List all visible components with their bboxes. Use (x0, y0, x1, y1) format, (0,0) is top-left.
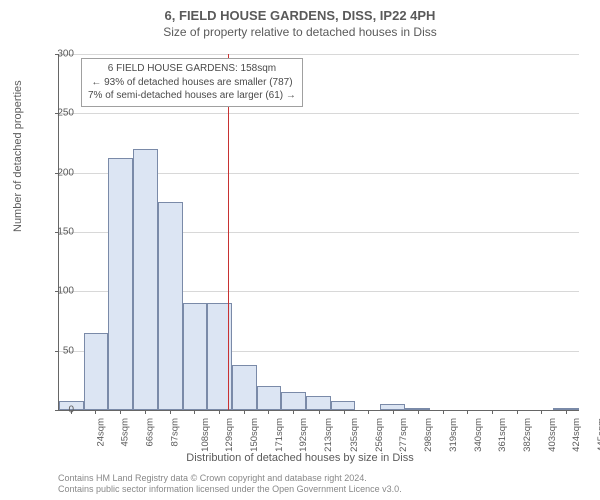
histogram-bar (133, 149, 158, 410)
xtick-mark (541, 410, 542, 414)
xtick-mark (194, 410, 195, 414)
annotation-line1: 6 FIELD HOUSE GARDENS: 158sqm (88, 62, 296, 76)
xtick-mark (120, 410, 121, 414)
histogram-bar (331, 401, 356, 410)
xtick-mark (268, 410, 269, 414)
histogram-bar (158, 202, 183, 410)
plot-area: 6 FIELD HOUSE GARDENS: 158sqm ← 93% of d… (58, 54, 579, 411)
xtick-mark (517, 410, 518, 414)
reference-line (228, 54, 229, 410)
xtick-label: 319sqm (448, 418, 459, 452)
xtick-mark (368, 410, 369, 414)
xtick-mark (219, 410, 220, 414)
xtick-mark (319, 410, 320, 414)
xtick-label: 129sqm (224, 418, 235, 452)
annotation-box: 6 FIELD HOUSE GARDENS: 158sqm ← 93% of d… (81, 58, 303, 107)
xtick-label: 256sqm (374, 418, 385, 452)
histogram-bar (306, 396, 331, 410)
ytick-label: 100 (44, 286, 74, 297)
xtick-label: 403sqm (546, 418, 557, 452)
histogram-bar (281, 392, 306, 410)
histogram-bar (183, 303, 208, 410)
xtick-label: 45sqm (120, 418, 131, 447)
footer: Contains HM Land Registry data © Crown c… (58, 473, 402, 496)
xtick-mark (244, 410, 245, 414)
xtick-label: 235sqm (349, 418, 360, 452)
xtick-mark (145, 410, 146, 414)
y-axis-label: Number of detached properties (12, 80, 24, 232)
ytick-label: 0 (44, 405, 74, 416)
xtick-label: 445sqm (596, 418, 600, 452)
xtick-mark (293, 410, 294, 414)
ytick-label: 250 (44, 108, 74, 119)
xtick-mark (170, 410, 171, 414)
histogram-bar (84, 333, 109, 410)
xtick-label: 66sqm (145, 418, 156, 447)
footer-line1: Contains HM Land Registry data © Crown c… (58, 473, 402, 485)
xtick-mark (95, 410, 96, 414)
xtick-label: 150sqm (249, 418, 260, 452)
chart-container: 6, FIELD HOUSE GARDENS, DISS, IP22 4PH S… (0, 0, 600, 500)
chart-title-main: 6, FIELD HOUSE GARDENS, DISS, IP22 4PH (0, 8, 600, 23)
xtick-label: 213sqm (323, 418, 334, 452)
xtick-mark (393, 410, 394, 414)
histogram-bar (232, 365, 257, 410)
xtick-label: 192sqm (298, 418, 309, 452)
annotation-line3: 7% of semi-detached houses are larger (6… (88, 89, 296, 103)
xtick-label: 340sqm (472, 418, 483, 452)
chart-title-sub: Size of property relative to detached ho… (0, 25, 600, 39)
xtick-label: 382sqm (522, 418, 533, 452)
gridline (59, 113, 579, 114)
xtick-mark (344, 410, 345, 414)
xtick-mark (467, 410, 468, 414)
ytick-label: 200 (44, 167, 74, 178)
xtick-label: 171sqm (274, 418, 285, 452)
xtick-label: 108sqm (199, 418, 210, 452)
xtick-label: 87sqm (169, 418, 180, 447)
xtick-mark (566, 410, 567, 414)
xtick-mark (418, 410, 419, 414)
x-axis-label: Distribution of detached houses by size … (0, 452, 600, 464)
xtick-mark (492, 410, 493, 414)
histogram-bar (257, 386, 282, 410)
xtick-label: 298sqm (423, 418, 434, 452)
footer-line2: Contains public sector information licen… (58, 484, 402, 496)
xtick-label: 361sqm (497, 418, 508, 452)
histogram-bar (108, 158, 133, 410)
gridline (59, 54, 579, 55)
ytick-label: 150 (44, 227, 74, 238)
ytick-label: 300 (44, 49, 74, 60)
xtick-label: 277sqm (398, 418, 409, 452)
annotation-line2: ← 93% of detached houses are smaller (78… (88, 76, 296, 90)
ytick-label: 50 (44, 345, 74, 356)
xtick-mark (443, 410, 444, 414)
xtick-label: 24sqm (95, 418, 106, 447)
xtick-label: 424sqm (571, 418, 582, 452)
